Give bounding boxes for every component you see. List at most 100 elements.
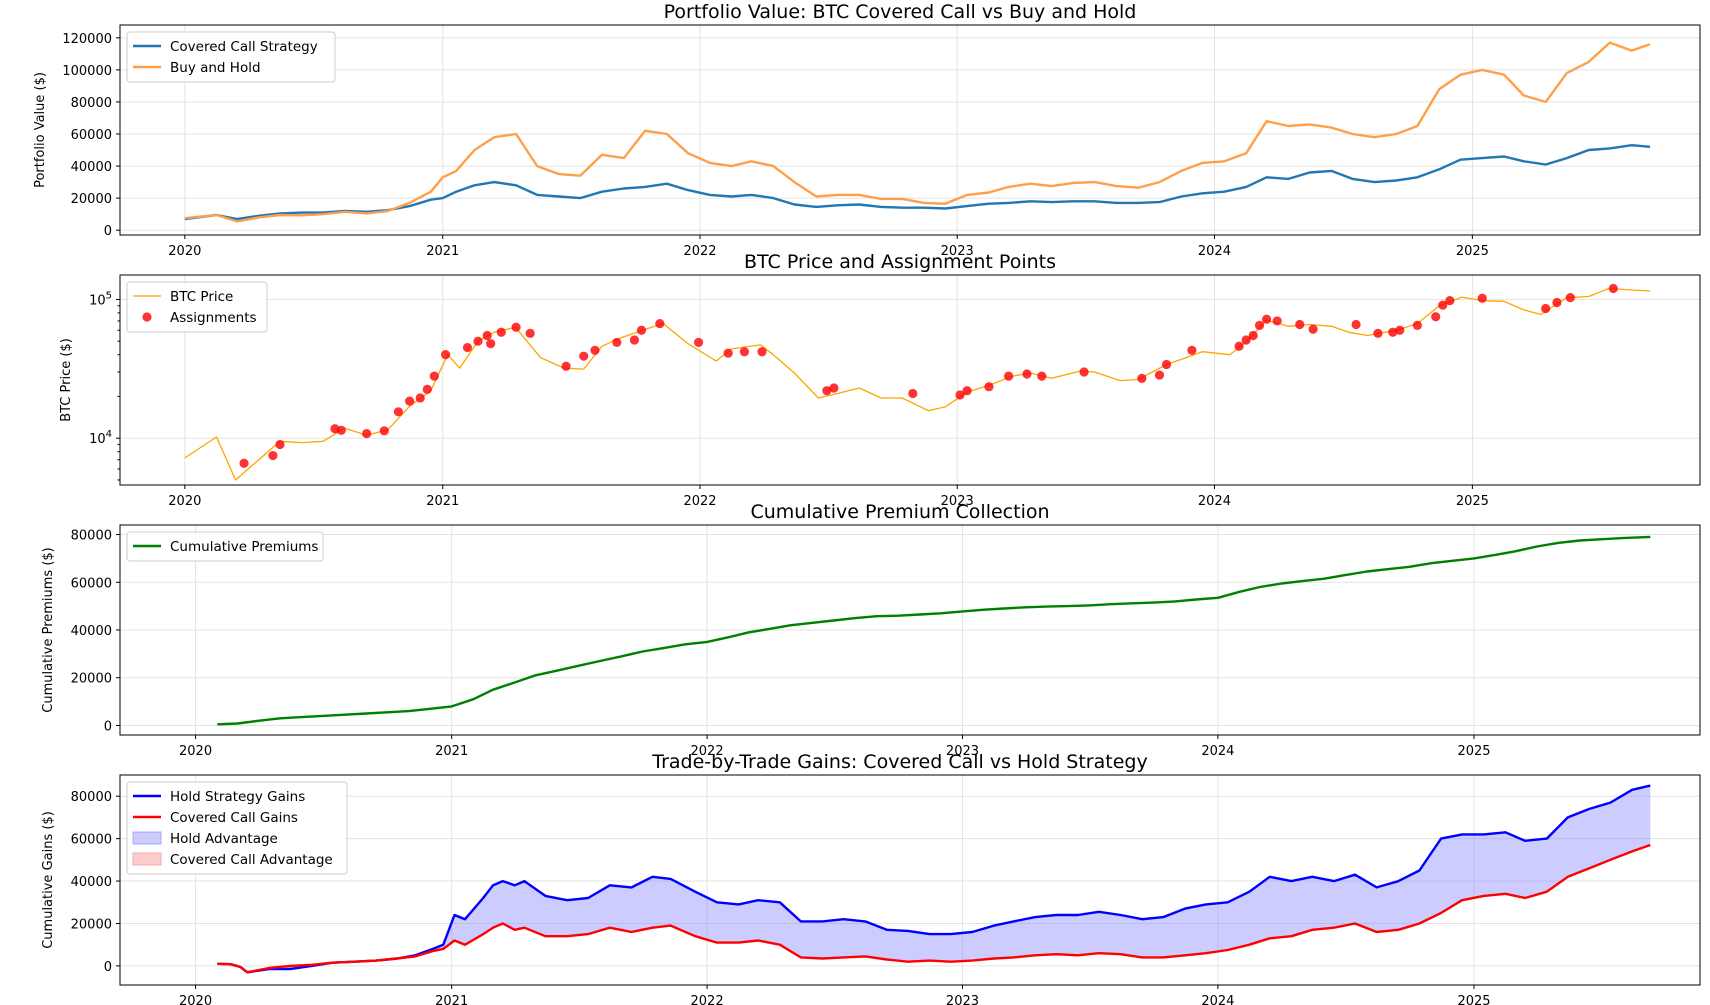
assignment-point: [1004, 371, 1014, 381]
x-tick-label: 2025: [1456, 494, 1489, 509]
assignment-point: [1351, 319, 1361, 330]
chart-title: Portfolio Value: BTC Covered Call vs Buy…: [664, 1, 1137, 23]
y-tick-label: 80000: [71, 96, 112, 111]
legend-box: [126, 281, 268, 333]
series-line-covered-call-gains: [217, 843, 1651, 974]
assignment-point: [239, 458, 249, 468]
y-tick-base: 10: [89, 293, 106, 308]
y-axis-label: BTC Price ($): [59, 338, 74, 422]
y-tick-label: 60000: [71, 833, 112, 848]
assignment-point: [1373, 328, 1383, 338]
assignment-point: [1154, 370, 1165, 380]
x-tick-label: 2024: [1201, 744, 1234, 759]
legend-label: Assignments: [170, 310, 257, 326]
assignment-point: [984, 382, 994, 392]
x-tick-label: 2020: [168, 494, 201, 509]
x-tick-label: 2023: [946, 994, 979, 1005]
y-tick-label: 60000: [71, 576, 112, 591]
y-tick-exponent: 4: [106, 429, 112, 440]
x-tick-label: 2023: [941, 244, 974, 259]
x-tick-label: 2020: [168, 244, 201, 259]
assignment-point: [1037, 371, 1047, 381]
assignment-point: [1254, 320, 1265, 330]
x-tick-label: 2024: [1198, 494, 1231, 509]
assignment-point: [955, 390, 965, 400]
y-tick-label: 20000: [71, 672, 112, 687]
series-line-btc-price: [184, 287, 1651, 481]
assignment-point: [379, 426, 389, 436]
assignment-point: [525, 328, 535, 338]
assignment-point: [1272, 316, 1282, 326]
legend: Covered Call Strategy Buy and Hold: [126, 31, 336, 83]
assignment-point: [1445, 296, 1455, 306]
assignment-point: [336, 425, 346, 435]
assignment-point: [1308, 324, 1318, 334]
assignment-point: [1431, 312, 1441, 322]
assignment-point: [1412, 320, 1423, 330]
assignment-point: [511, 322, 521, 332]
plot-frame: [119, 274, 1701, 486]
assignment-point: [561, 361, 571, 371]
assignment-point: [1161, 359, 1172, 370]
y-tick-label: 104: [89, 429, 112, 447]
legend-label: Hold Strategy Gains: [170, 789, 305, 805]
series-line-hold-strategy-gains: [217, 784, 1651, 974]
assignment-point: [629, 335, 640, 345]
x-tick-label: 2024: [1201, 994, 1234, 1005]
y-tick-label: 0: [104, 960, 112, 975]
assignment-point: [1234, 341, 1244, 351]
assignment-point: [1248, 330, 1258, 341]
chart-title: Cumulative Premium Collection: [750, 501, 1049, 523]
series-line-buy-and-hold: [184, 41, 1651, 223]
assignment-point: [482, 330, 492, 341]
series-line-covered-call-strategy: [184, 144, 1651, 221]
legend-label: Covered Call Gains: [170, 810, 298, 826]
y-tick-label: 80000: [71, 529, 112, 544]
legend-area-swatch: [132, 831, 162, 845]
x-tick-label: 2022: [691, 744, 724, 759]
assignment-point: [1552, 297, 1562, 308]
assignment-point: [579, 351, 589, 361]
y-tick-label: 20000: [71, 917, 112, 932]
legend-marker-assignments: [142, 312, 152, 322]
assignment-point: [1477, 293, 1487, 303]
assignment-point: [415, 393, 425, 403]
assignment-point: [1395, 325, 1405, 335]
y-tick-label: 20000: [71, 192, 112, 207]
hold-advantage-area: [217, 785, 1651, 973]
x-tick-label: 2021: [435, 744, 468, 759]
legend-label: Covered Call Strategy: [170, 39, 318, 55]
chart-title: Trade-by-Trade Gains: Covered Call vs Ho…: [651, 751, 1147, 773]
chart-title: BTC Price and Assignment Points: [744, 251, 1056, 273]
assignment-point: [1438, 300, 1448, 310]
assignment-point: [612, 337, 622, 348]
assignment-point: [655, 318, 665, 329]
y-tick-label: 0: [104, 719, 112, 734]
y-axis-label: Cumulative Premiums ($): [41, 547, 56, 713]
assignment-point: [429, 371, 439, 381]
legend: Cumulative Premiums: [126, 531, 324, 562]
assignment-point: [1137, 373, 1147, 383]
y-tick-label: 100000: [62, 64, 112, 79]
y-tick-exponent: 5: [106, 290, 112, 301]
assignment-point: [822, 386, 832, 396]
x-tick-label: 2025: [1457, 744, 1490, 759]
y-tick-label: 40000: [71, 624, 112, 639]
y-tick-label: 120000: [62, 32, 112, 47]
x-tick-label: 2022: [683, 494, 716, 509]
assignment-point: [1295, 319, 1305, 330]
legend-box: [126, 781, 348, 875]
assignment-point: [1261, 314, 1272, 324]
panel-3: 2020 2021 2022 2023 2024 2025 0 20000 40000 60000…: [41, 501, 1701, 759]
y-tick-label: 105: [89, 290, 112, 308]
assignment-point: [723, 348, 733, 358]
assignment-point: [908, 388, 918, 399]
legend-area-swatch: [132, 852, 162, 866]
assignment-point: [590, 345, 600, 355]
y-tick-label: 60000: [71, 128, 112, 143]
y-tick-label: 80000: [71, 790, 112, 805]
y-tick-label: 0: [104, 224, 112, 239]
x-tick-label: 2021: [435, 994, 468, 1005]
x-tick-label: 2022: [691, 994, 724, 1005]
